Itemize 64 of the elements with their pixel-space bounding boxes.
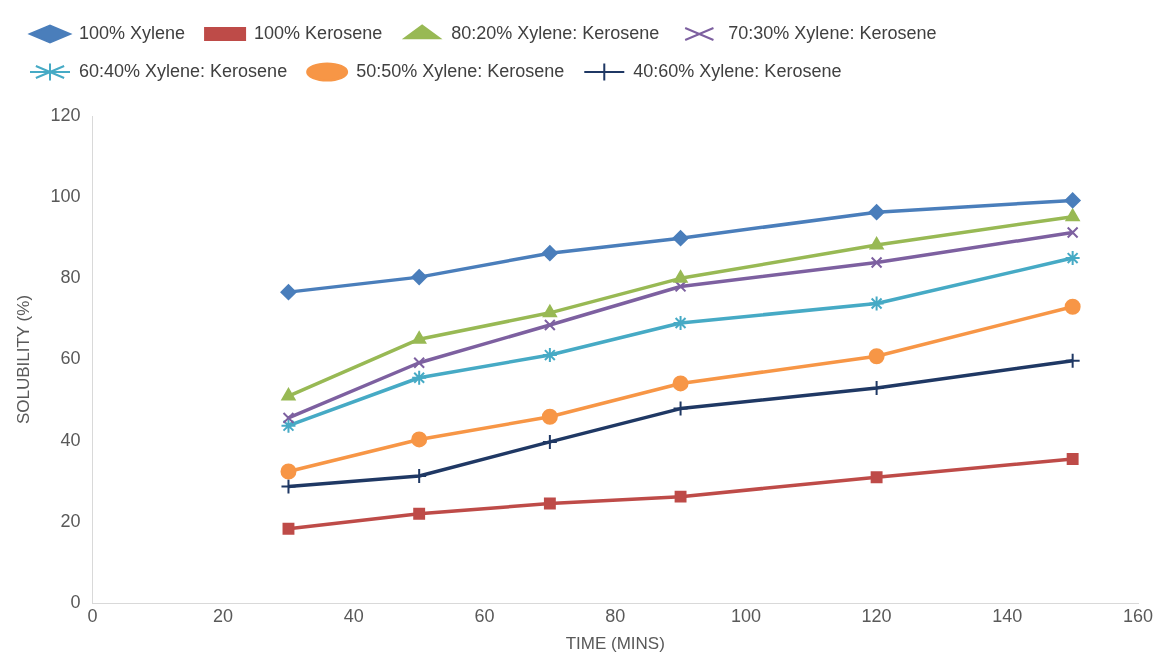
point xyxy=(869,237,884,250)
point xyxy=(868,348,885,365)
point xyxy=(412,331,427,344)
point xyxy=(672,230,689,247)
legend-label: 100% Kerosene xyxy=(254,22,383,43)
point xyxy=(541,408,558,425)
point xyxy=(280,463,297,480)
y-tick-label: 100 xyxy=(50,186,81,207)
point xyxy=(282,522,295,535)
point xyxy=(543,319,556,331)
point xyxy=(541,433,558,450)
point xyxy=(280,284,297,301)
legend-label: 40:60% Xylene: Kerosene xyxy=(633,60,842,81)
y-axis-title: SOLUBILITY (%) xyxy=(13,294,33,425)
point xyxy=(1064,250,1081,267)
x-tick-label: 60 xyxy=(474,605,495,626)
legend-label: 60:40% Xylene: Kerosene xyxy=(79,60,288,81)
point xyxy=(541,245,558,262)
x-tick-label: 40 xyxy=(343,605,364,626)
point xyxy=(543,497,556,510)
legend-label: 100% Xylene xyxy=(79,22,186,43)
y-tick-label: 80 xyxy=(60,267,81,288)
point xyxy=(868,204,885,221)
point xyxy=(1064,352,1081,369)
point xyxy=(280,478,297,495)
y-tick-label: 60 xyxy=(60,348,81,369)
legend-label: 50:50% Xylene: Kerosene xyxy=(356,60,565,81)
legend-label: 80:20% Xylene: Kerosene xyxy=(451,22,660,43)
point xyxy=(281,388,296,401)
x-tick-label: 140 xyxy=(992,605,1023,626)
point xyxy=(1064,298,1081,315)
y-tick-label: 20 xyxy=(60,510,81,531)
point xyxy=(1066,452,1079,465)
point xyxy=(411,431,428,448)
x-tick-label: 160 xyxy=(1122,605,1154,626)
x-tick-label: 20 xyxy=(213,605,234,626)
point xyxy=(413,507,426,520)
point xyxy=(280,417,297,434)
x-tick-label: 120 xyxy=(861,605,892,626)
point xyxy=(411,369,428,386)
point xyxy=(672,400,689,417)
y-tick-label: 120 xyxy=(50,104,81,125)
x-axis-title: TIME (MINS) xyxy=(565,634,665,654)
point xyxy=(870,256,883,269)
legend-label: 70:30% Xylene: Kerosene xyxy=(728,22,937,43)
x-tick-label: 80 xyxy=(605,605,626,626)
point xyxy=(870,471,883,484)
x-tick-label: 0 xyxy=(87,605,98,626)
point xyxy=(542,304,557,318)
point xyxy=(672,314,689,331)
point xyxy=(541,347,558,364)
point xyxy=(674,490,687,503)
point xyxy=(1065,208,1080,222)
point xyxy=(672,375,689,392)
x-tick-label: 100 xyxy=(730,605,761,626)
point xyxy=(868,295,885,312)
point xyxy=(282,411,295,424)
point xyxy=(673,270,688,283)
point xyxy=(411,269,428,286)
y-tick-label: 0 xyxy=(70,591,81,612)
point xyxy=(413,356,426,369)
point xyxy=(1066,226,1079,239)
y-tick-label: 40 xyxy=(60,429,81,450)
point xyxy=(1064,192,1081,209)
